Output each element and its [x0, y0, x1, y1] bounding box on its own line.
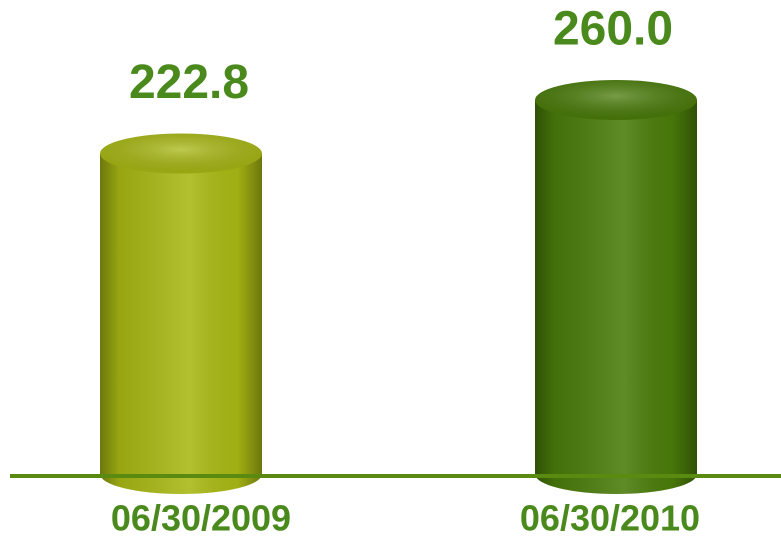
category-label: 06/30/2009 — [111, 498, 291, 539]
cylinder-body-shade — [100, 153, 262, 474]
cylinder-body-shade — [535, 100, 697, 474]
value-label: 222.8 — [129, 56, 249, 109]
cylinder-top-shade — [100, 133, 262, 174]
cylinder-top-shade — [535, 80, 697, 120]
category-label: 06/30/2010 — [520, 498, 700, 539]
cylinder-bar — [100, 133, 262, 494]
value-label: 260.0 — [553, 3, 673, 56]
cylinder-bar — [535, 80, 697, 494]
